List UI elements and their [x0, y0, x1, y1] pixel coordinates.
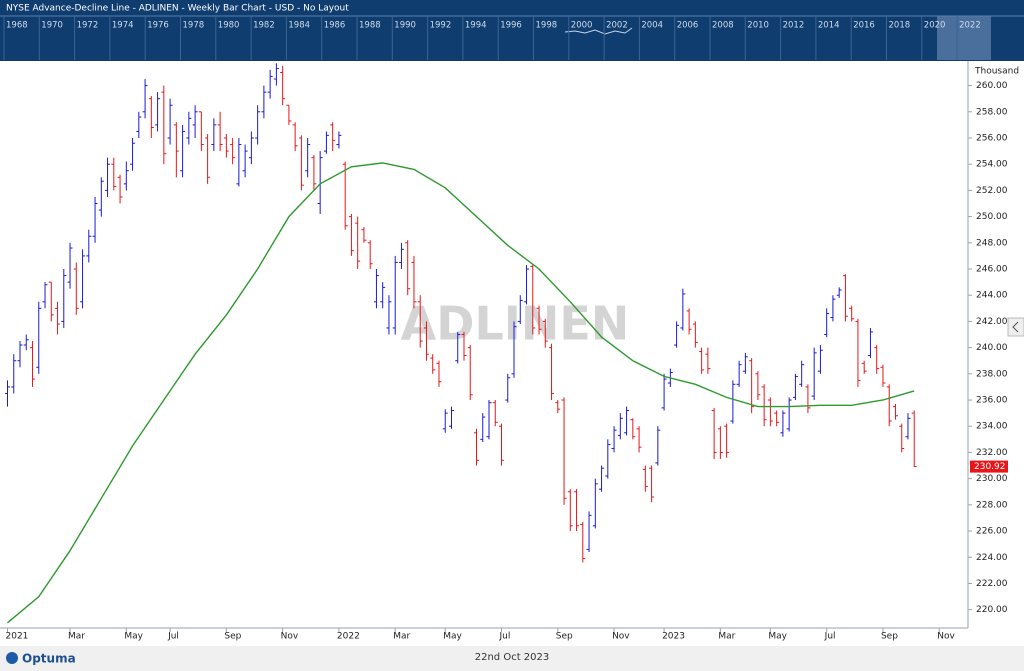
x-tick-label: Sep — [881, 632, 898, 642]
x-tick-label: Nov — [937, 632, 955, 642]
navigator-year: 1988 — [359, 21, 381, 31]
y-tick-label: 222.00 — [976, 579, 1008, 589]
y-tick-label: 226.00 — [976, 527, 1008, 537]
x-tick-label: Jul — [824, 632, 836, 642]
navigator-year: 2014 — [818, 21, 840, 31]
navigator-year: 1992 — [430, 21, 452, 31]
y-tick-label: 244.00 — [976, 291, 1008, 301]
y-tick-label: 256.00 — [976, 133, 1008, 143]
navigator-year: 2020 — [924, 21, 946, 31]
y-tick-label: 236.00 — [976, 396, 1008, 406]
y-tick-label: 254.00 — [976, 160, 1008, 170]
y-tick-label: 240.00 — [976, 343, 1008, 353]
y-tick-label: 234.00 — [976, 422, 1008, 432]
last-price-label: 230.92 — [974, 462, 1006, 472]
navigator-year: 1998 — [536, 21, 558, 31]
x-tick-label: Nov — [281, 632, 299, 642]
navigator-year: 2022 — [959, 21, 981, 31]
x-tick-label: Sep — [224, 632, 241, 642]
y-tick-label: 230.00 — [976, 474, 1008, 484]
x-tick-label: Mar — [68, 632, 85, 642]
navigator-year: 1984 — [288, 21, 310, 31]
y-tick-label: 250.00 — [976, 212, 1008, 222]
navigator-year: 2002 — [606, 21, 628, 31]
x-tick-label: 2023 — [662, 632, 685, 642]
x-tick-label: Mar — [393, 632, 410, 642]
footer — [0, 646, 1024, 671]
navigator-year: 2006 — [677, 21, 699, 31]
panel-toggle[interactable] — [1007, 317, 1024, 337]
navigator-year: 1974 — [112, 21, 134, 31]
navigator-year: 1996 — [500, 21, 522, 31]
navigator-year: 1978 — [183, 21, 205, 31]
navigator-year: 1976 — [147, 21, 169, 31]
navigator-year: 1968 — [6, 21, 28, 31]
x-tick-label: May — [124, 632, 143, 642]
logo-icon — [6, 652, 18, 664]
price-bars — [5, 63, 917, 563]
navigator-window[interactable] — [937, 16, 991, 60]
navigator-year: 2000 — [571, 21, 593, 31]
y-tick-label: 260.00 — [976, 81, 1008, 91]
unit-label: Thousand — [974, 67, 1019, 77]
x-tick-label: Jul — [167, 632, 179, 642]
navigator-year: 2010 — [747, 21, 769, 31]
x-tick-label: Jul — [499, 632, 511, 642]
navigator-year: 1980 — [218, 21, 240, 31]
navigator[interactable] — [0, 0, 1024, 61]
navigator-year: 2012 — [783, 21, 805, 31]
y-tick-label: 248.00 — [976, 238, 1008, 248]
navigator-year: 1994 — [465, 21, 487, 31]
watermark: ADLINEN — [401, 297, 630, 351]
navigator-year: 1986 — [324, 21, 346, 31]
x-tick-label: Sep — [556, 632, 573, 642]
x-tick-label: Mar — [718, 632, 735, 642]
navigator-year: 2008 — [712, 21, 734, 31]
y-tick-label: 258.00 — [976, 107, 1008, 117]
x-tick-label: Nov — [612, 632, 630, 642]
navigator-year: 2018 — [889, 21, 911, 31]
panel-toggle-icon — [1012, 321, 1019, 333]
x-tick-label: 2022 — [337, 632, 360, 642]
y-axis-panel — [968, 61, 1024, 641]
y-tick-label: 228.00 — [976, 500, 1008, 510]
navigator-line — [564, 27, 633, 35]
moving-average — [7, 162, 915, 624]
navigator-year: 1972 — [77, 21, 99, 31]
y-tick-label: 220.00 — [976, 605, 1008, 615]
y-tick-label: 246.00 — [976, 265, 1008, 275]
y-tick-label: 238.00 — [976, 369, 1008, 379]
x-tick-label: May — [768, 632, 787, 642]
y-tick-label: 252.00 — [976, 186, 1008, 196]
x-tick-label: May — [443, 632, 462, 642]
chart-header: NYSE Advance-Decline Line - ADLINEN - We… — [6, 4, 349, 14]
navigator-year: 1970 — [41, 21, 63, 31]
navigator-year: 2016 — [853, 21, 875, 31]
brand: Optuma — [22, 652, 76, 666]
x-tick-label: 2021 — [6, 632, 29, 642]
footer-date: 22nd Oct 2023 — [475, 652, 550, 663]
navigator-year: 1982 — [253, 21, 275, 31]
navigator-year: 1990 — [394, 21, 416, 31]
y-tick-label: 242.00 — [976, 317, 1008, 327]
y-tick-label: 224.00 — [976, 553, 1008, 563]
navigator-year: 2004 — [641, 21, 663, 31]
y-tick-label: 232.00 — [976, 448, 1008, 458]
last-price-box — [970, 460, 1008, 473]
